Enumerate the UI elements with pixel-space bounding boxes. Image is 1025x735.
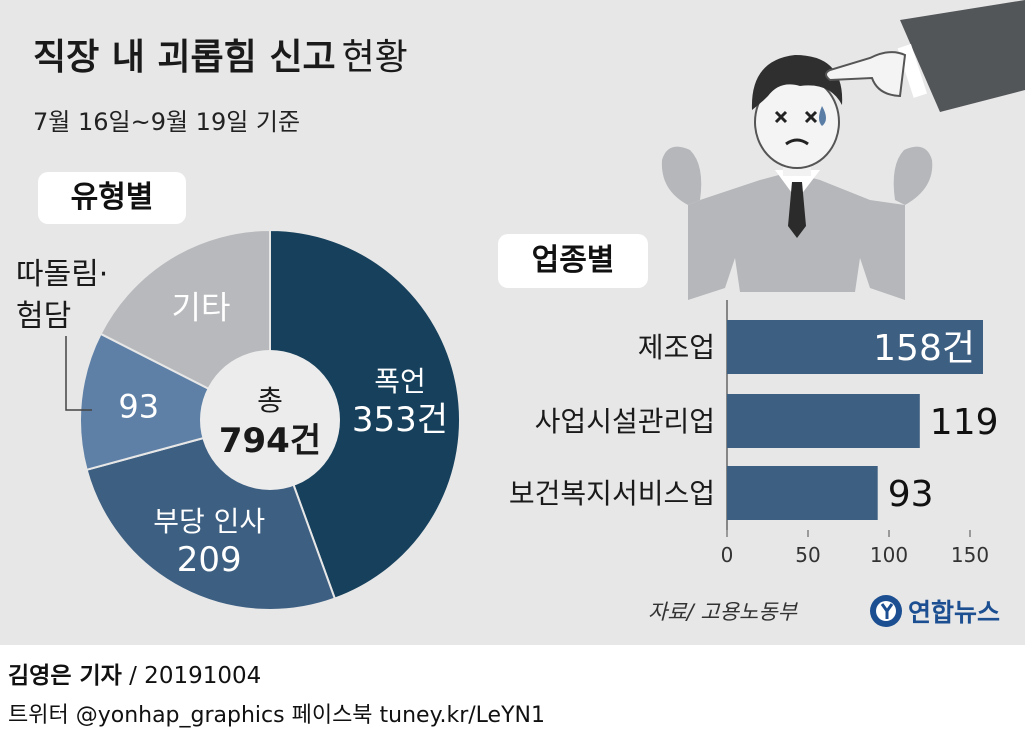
pie-center-hole [200, 350, 340, 490]
pie-name-slice-1: 부당 인사 [153, 505, 265, 538]
bar-0 [727, 320, 983, 374]
title-sub: 현황 [341, 37, 408, 78]
pie-label-slice-2: 93 [118, 387, 159, 425]
yonhap-logo: 연합뉴스 [868, 592, 1000, 630]
bar-2 [727, 466, 878, 520]
byline-date: / 20191004 [121, 663, 262, 689]
bar-category-label-1: 사업시설관리업 [535, 405, 715, 438]
pie-slice-2 [79, 332, 273, 472]
bar-category-label-0: 제조업 [638, 331, 715, 364]
date-range: 7월 16일~9월 19일 기준 [33, 108, 301, 136]
bar-category-label-2: 보건복지서비스업 [509, 477, 715, 510]
page-title: 직장 내 괴롭힘 신고 현황 [33, 28, 408, 80]
pie-value-slice-1: 209 [177, 540, 242, 580]
byline-name: 김영은 기자 [8, 663, 122, 689]
bar-value-label-2: 93 [888, 474, 934, 515]
social-links: 트위터 @yonhap_graphics 페이스북 tuney.kr/LeYN1 [8, 703, 545, 728]
bar-tick-label-2: 100 [870, 543, 908, 567]
bar-value-label-0: 158건 [873, 328, 975, 369]
pie-label-slice-3: 기타 [172, 289, 231, 327]
pie-callout-line1: 따돌림· [16, 257, 108, 292]
section-label-by-type: 유형별 [38, 172, 186, 224]
pie-name-slice-0: 폭언 [374, 365, 426, 398]
pie-callout-line2: 험담 [16, 299, 71, 334]
pointing-hand-stressed-man-icon [661, 0, 1025, 300]
pie-center-line1: 총 [257, 384, 283, 417]
bar-tick-label-1: 50 [795, 543, 820, 567]
title-main: 직장 내 괴롭힘 신고 [33, 37, 336, 78]
section-label-by-industry: 업종별 [498, 234, 648, 288]
byline: 김영은 기자 / 20191004 [8, 656, 261, 690]
bar-tick-label-0: 0 [721, 543, 734, 567]
pie-callout-leader [65, 336, 92, 411]
pie-center-line2: 794건 [219, 421, 321, 461]
bar-value-label-1: 119 [930, 402, 999, 443]
bar-tick-label-3: 150 [951, 543, 989, 567]
yonhap-logo-icon [870, 595, 902, 627]
bar-1 [727, 394, 920, 448]
pie-slice-0 [269, 228, 461, 600]
source-note: 자료/ 고용노동부 [648, 600, 797, 624]
pie-value-slice-0: 353건 [352, 400, 448, 440]
yonhap-logo-text: 연합뉴스 [908, 598, 1001, 627]
